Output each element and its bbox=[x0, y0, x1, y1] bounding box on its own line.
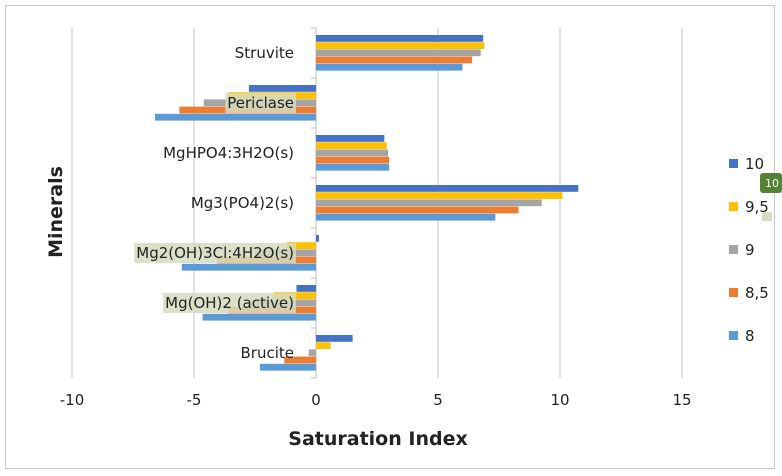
legend-label-9-5: 9,5 bbox=[745, 198, 769, 216]
bar-mg2-oh-3cl-4h2o-s-series-9-5 bbox=[286, 242, 316, 249]
bar-mghpo4-3h2o-s-series-9 bbox=[316, 149, 388, 157]
bar-struvite-series-9-5 bbox=[316, 42, 485, 49]
label-highlight bbox=[134, 243, 296, 263]
x-tick-label: -5 bbox=[187, 391, 202, 409]
bar-struvite-series-8-5 bbox=[316, 56, 473, 64]
bar-mg3-po4-2-s-series-10 bbox=[316, 185, 579, 192]
bar-mg3-po4-2-s-series-9-5 bbox=[316, 192, 563, 199]
legend-highlight bbox=[762, 212, 772, 221]
bar-mg2-oh-3cl-4h2o-s-series-8 bbox=[181, 263, 316, 271]
y-category-label: Periclase bbox=[227, 94, 294, 112]
bar-mghpo4-3h2o-s-series-8-5 bbox=[316, 156, 390, 164]
bar-struvite-series-8 bbox=[316, 63, 463, 71]
bar-periclase-series-8 bbox=[154, 113, 316, 121]
y-category-label: Mg3(PO4)2(s) bbox=[191, 194, 294, 212]
legend-swatch-8-5 bbox=[729, 288, 738, 297]
y-category-label: Brucite bbox=[241, 344, 295, 362]
y-category-label: MgHPO4:3H2O(s) bbox=[163, 144, 294, 162]
legend-label-8: 8 bbox=[745, 327, 755, 345]
bar-mg3-po4-2-s-series-8 bbox=[316, 213, 496, 221]
overflow-badge-text: 10 bbox=[765, 177, 779, 190]
bar-mg3-po4-2-s-series-9 bbox=[316, 199, 542, 207]
bar-brucite-series-8 bbox=[259, 363, 316, 371]
bar-brucite-series-10 bbox=[316, 335, 353, 342]
chart-frame bbox=[5, 5, 775, 469]
x-axis-title: Saturation Index bbox=[288, 428, 467, 450]
legend-swatch-9 bbox=[729, 245, 738, 254]
x-tick-label: 10 bbox=[550, 391, 569, 409]
bar-mg2-oh-3cl-4h2o-s-series-10 bbox=[316, 235, 319, 242]
x-tick-label: 5 bbox=[433, 391, 443, 409]
legend-swatch-9-5 bbox=[729, 202, 738, 211]
legend: 10 9,5 9 8,5 8 10 bbox=[729, 155, 782, 345]
bar-mg-oh-2-active-series-10 bbox=[296, 285, 316, 292]
bar-mghpo4-3h2o-s-series-10 bbox=[316, 135, 385, 142]
legend-swatch-8 bbox=[729, 331, 738, 340]
overflow-badge bbox=[760, 173, 782, 193]
bar-struvite-series-9 bbox=[316, 49, 481, 57]
x-tick-label: -10 bbox=[60, 391, 85, 409]
bar-brucite-series-9 bbox=[308, 349, 316, 357]
legend-label-8-5: 8,5 bbox=[745, 284, 769, 302]
bar-struvite-series-10 bbox=[316, 35, 484, 42]
bar-brucite-series-8-5 bbox=[284, 356, 316, 364]
bar-mghpo4-3h2o-s-series-9-5 bbox=[316, 142, 387, 149]
legend-label-10: 10 bbox=[745, 155, 764, 173]
bar-mghpo4-3h2o-s-series-8 bbox=[316, 163, 390, 171]
bar-periclase-series-10 bbox=[248, 85, 316, 92]
y-axis-title: Minerals bbox=[45, 166, 67, 258]
label-highlight bbox=[225, 93, 296, 113]
label-layer: -10 -5 0 5 10 15 Struvite Periclase MgHPO4:3H2O(… bbox=[60, 44, 692, 409]
bar-brucite-series-9-5 bbox=[316, 342, 331, 349]
x-tick-label: 15 bbox=[672, 391, 691, 409]
y-category-label: Mg2(OH)3Cl:4H2O(s) bbox=[136, 244, 294, 262]
legend-swatch-10 bbox=[729, 159, 738, 168]
label-highlight bbox=[163, 293, 296, 313]
y-category-label: Struvite bbox=[235, 44, 294, 62]
x-tick-label: 0 bbox=[311, 391, 321, 409]
bar-mg-oh-2-active-series-8 bbox=[202, 313, 316, 321]
legend-label-9: 9 bbox=[745, 241, 755, 259]
y-category-label: Mg(OH)2 (active) bbox=[165, 294, 294, 312]
bar-mg3-po4-2-s-series-8-5 bbox=[316, 206, 519, 214]
